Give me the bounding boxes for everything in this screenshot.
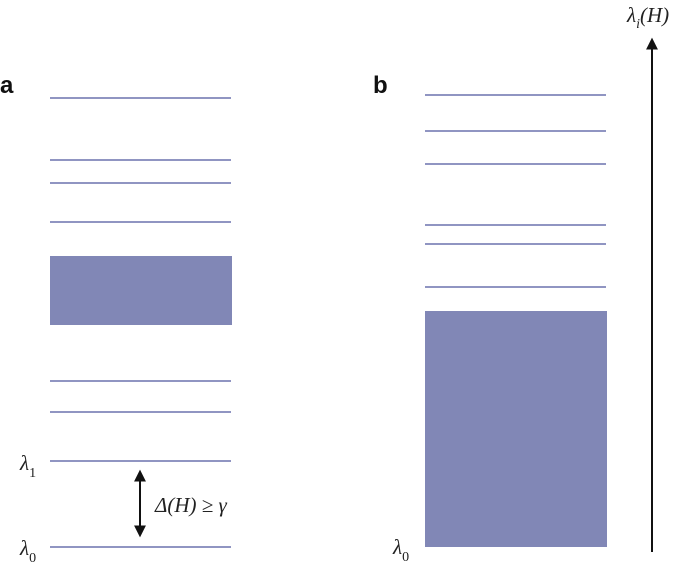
- symbol: λ: [19, 536, 29, 560]
- panel-label: a: [0, 72, 14, 99]
- panel-b-levels: [425, 94, 607, 547]
- lambda-1-label: λ1: [19, 451, 36, 481]
- lambda-0-label: λ0: [19, 536, 36, 566]
- panel-a-levels: [50, 97, 232, 548]
- subscript: 0: [402, 550, 409, 565]
- axis-label: λi(H): [626, 3, 669, 32]
- symbol: λ: [392, 535, 402, 559]
- gap-label: Δ(H) ≥ γ: [154, 493, 228, 517]
- continuum-band: [50, 256, 232, 325]
- subscript: 0: [29, 551, 36, 566]
- lambda-0-label: λ0: [392, 535, 409, 565]
- subscript: 1: [29, 466, 36, 481]
- panel-label: b: [373, 72, 388, 99]
- symbol: λ: [626, 3, 636, 27]
- subscript: i: [636, 17, 640, 32]
- argument: (H): [640, 3, 669, 27]
- symbol: λ: [19, 451, 29, 475]
- continuum-band: [425, 311, 607, 547]
